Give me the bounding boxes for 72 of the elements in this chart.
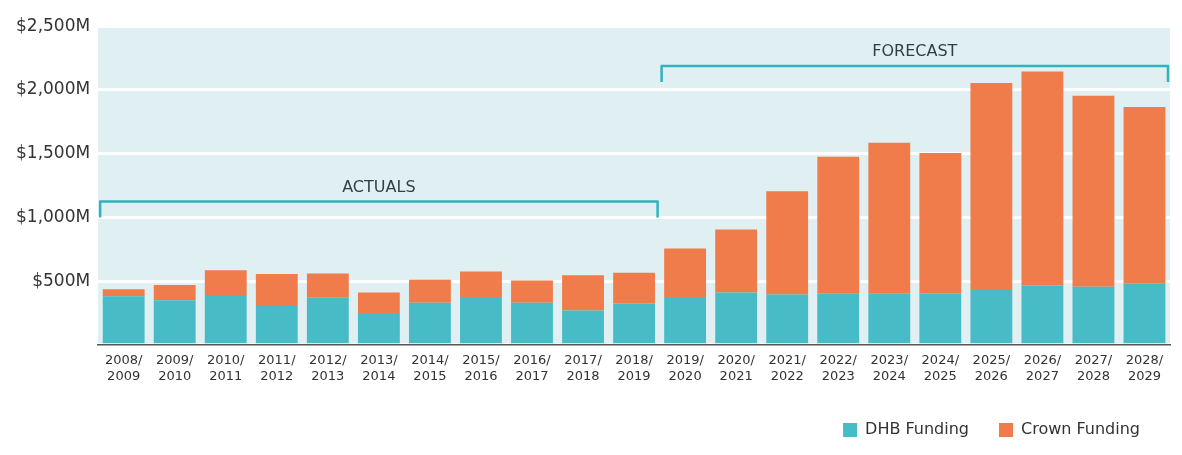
x-tick-label: 2008/ 2009 xyxy=(104,351,144,383)
x-tick-label: 2009/ 2010 xyxy=(155,351,195,383)
bar xyxy=(204,270,247,296)
y-tick-label: $1,500M xyxy=(15,142,91,163)
x-tick-label: 2017/ 2018 xyxy=(564,351,603,383)
bar xyxy=(460,271,502,298)
bar xyxy=(102,289,145,297)
bar xyxy=(970,290,1013,344)
bar xyxy=(868,293,911,344)
bar xyxy=(715,229,758,293)
annotation: ACTUALS xyxy=(342,176,416,196)
x-tick-label: 2028/ 2029 xyxy=(1125,351,1164,383)
x-tick-label: 2015/ 2016 xyxy=(462,351,501,383)
bar xyxy=(817,156,860,294)
bar xyxy=(766,294,809,344)
bar xyxy=(204,295,247,344)
bar xyxy=(460,297,502,344)
bar xyxy=(664,297,707,344)
y-tick-label: $2,000M xyxy=(15,78,91,99)
bar xyxy=(664,248,707,298)
bar xyxy=(1072,95,1115,287)
bar xyxy=(357,312,400,344)
bar xyxy=(153,284,196,301)
bar xyxy=(1123,107,1166,284)
bar xyxy=(153,300,196,344)
bar xyxy=(817,293,860,344)
legend-label: DHB Funding xyxy=(865,419,969,439)
bar xyxy=(511,302,553,344)
bar xyxy=(919,153,962,294)
x-tick-label: 2010/ 2011 xyxy=(207,351,246,383)
x-tick-label: 2018/ 2019 xyxy=(615,351,654,383)
bar xyxy=(613,272,655,304)
x-tick-label: 2011/ 2012 xyxy=(258,351,297,383)
x-tick-label: 2024/ 2025 xyxy=(921,351,960,383)
bar xyxy=(919,293,962,344)
x-tick-label: 2023/ 2024 xyxy=(870,351,909,383)
bar xyxy=(102,296,145,344)
legend-label: Crown Funding xyxy=(1020,419,1141,439)
bar xyxy=(511,280,553,303)
bar xyxy=(1123,283,1166,344)
y-tick-label: $2,500M xyxy=(15,14,91,35)
annotation: FORECAST xyxy=(872,41,958,61)
bar xyxy=(1021,71,1064,286)
bar xyxy=(357,292,400,313)
bar xyxy=(255,305,298,344)
x-tick-label: 2025/ 2026 xyxy=(972,351,1011,383)
x-tick-label: 2026/ 2027 xyxy=(1023,351,1062,383)
bar xyxy=(1072,286,1115,344)
x-tick-label: 2027/ 2028 xyxy=(1074,351,1113,383)
bar xyxy=(766,191,809,295)
bar xyxy=(306,297,349,344)
bar xyxy=(1021,285,1064,344)
y-tick-label: $500M xyxy=(32,269,91,290)
x-tick-label: 2021/ 2022 xyxy=(768,351,807,383)
bar xyxy=(715,292,758,344)
bar xyxy=(562,310,604,344)
x-tick-label: 2012/ 2013 xyxy=(309,351,348,383)
bar xyxy=(562,275,604,311)
bar xyxy=(868,142,911,294)
x-tick-label: 2016/ 2017 xyxy=(513,351,552,383)
x-tick-label: 2013/ 2014 xyxy=(360,351,399,383)
x-tick-label: 2014/ 2015 xyxy=(411,351,450,383)
bar xyxy=(970,82,1013,290)
bar xyxy=(613,303,655,344)
x-tick-label: 2022/ 2023 xyxy=(819,351,858,383)
bar xyxy=(408,302,451,344)
y-tick-label: $1,000M xyxy=(15,205,91,226)
bar xyxy=(408,279,451,303)
x-tick-label: 2020/ 2021 xyxy=(717,351,756,383)
x-tick-label: 2019/ 2020 xyxy=(666,351,705,383)
bar xyxy=(306,273,349,298)
bar xyxy=(255,274,298,306)
